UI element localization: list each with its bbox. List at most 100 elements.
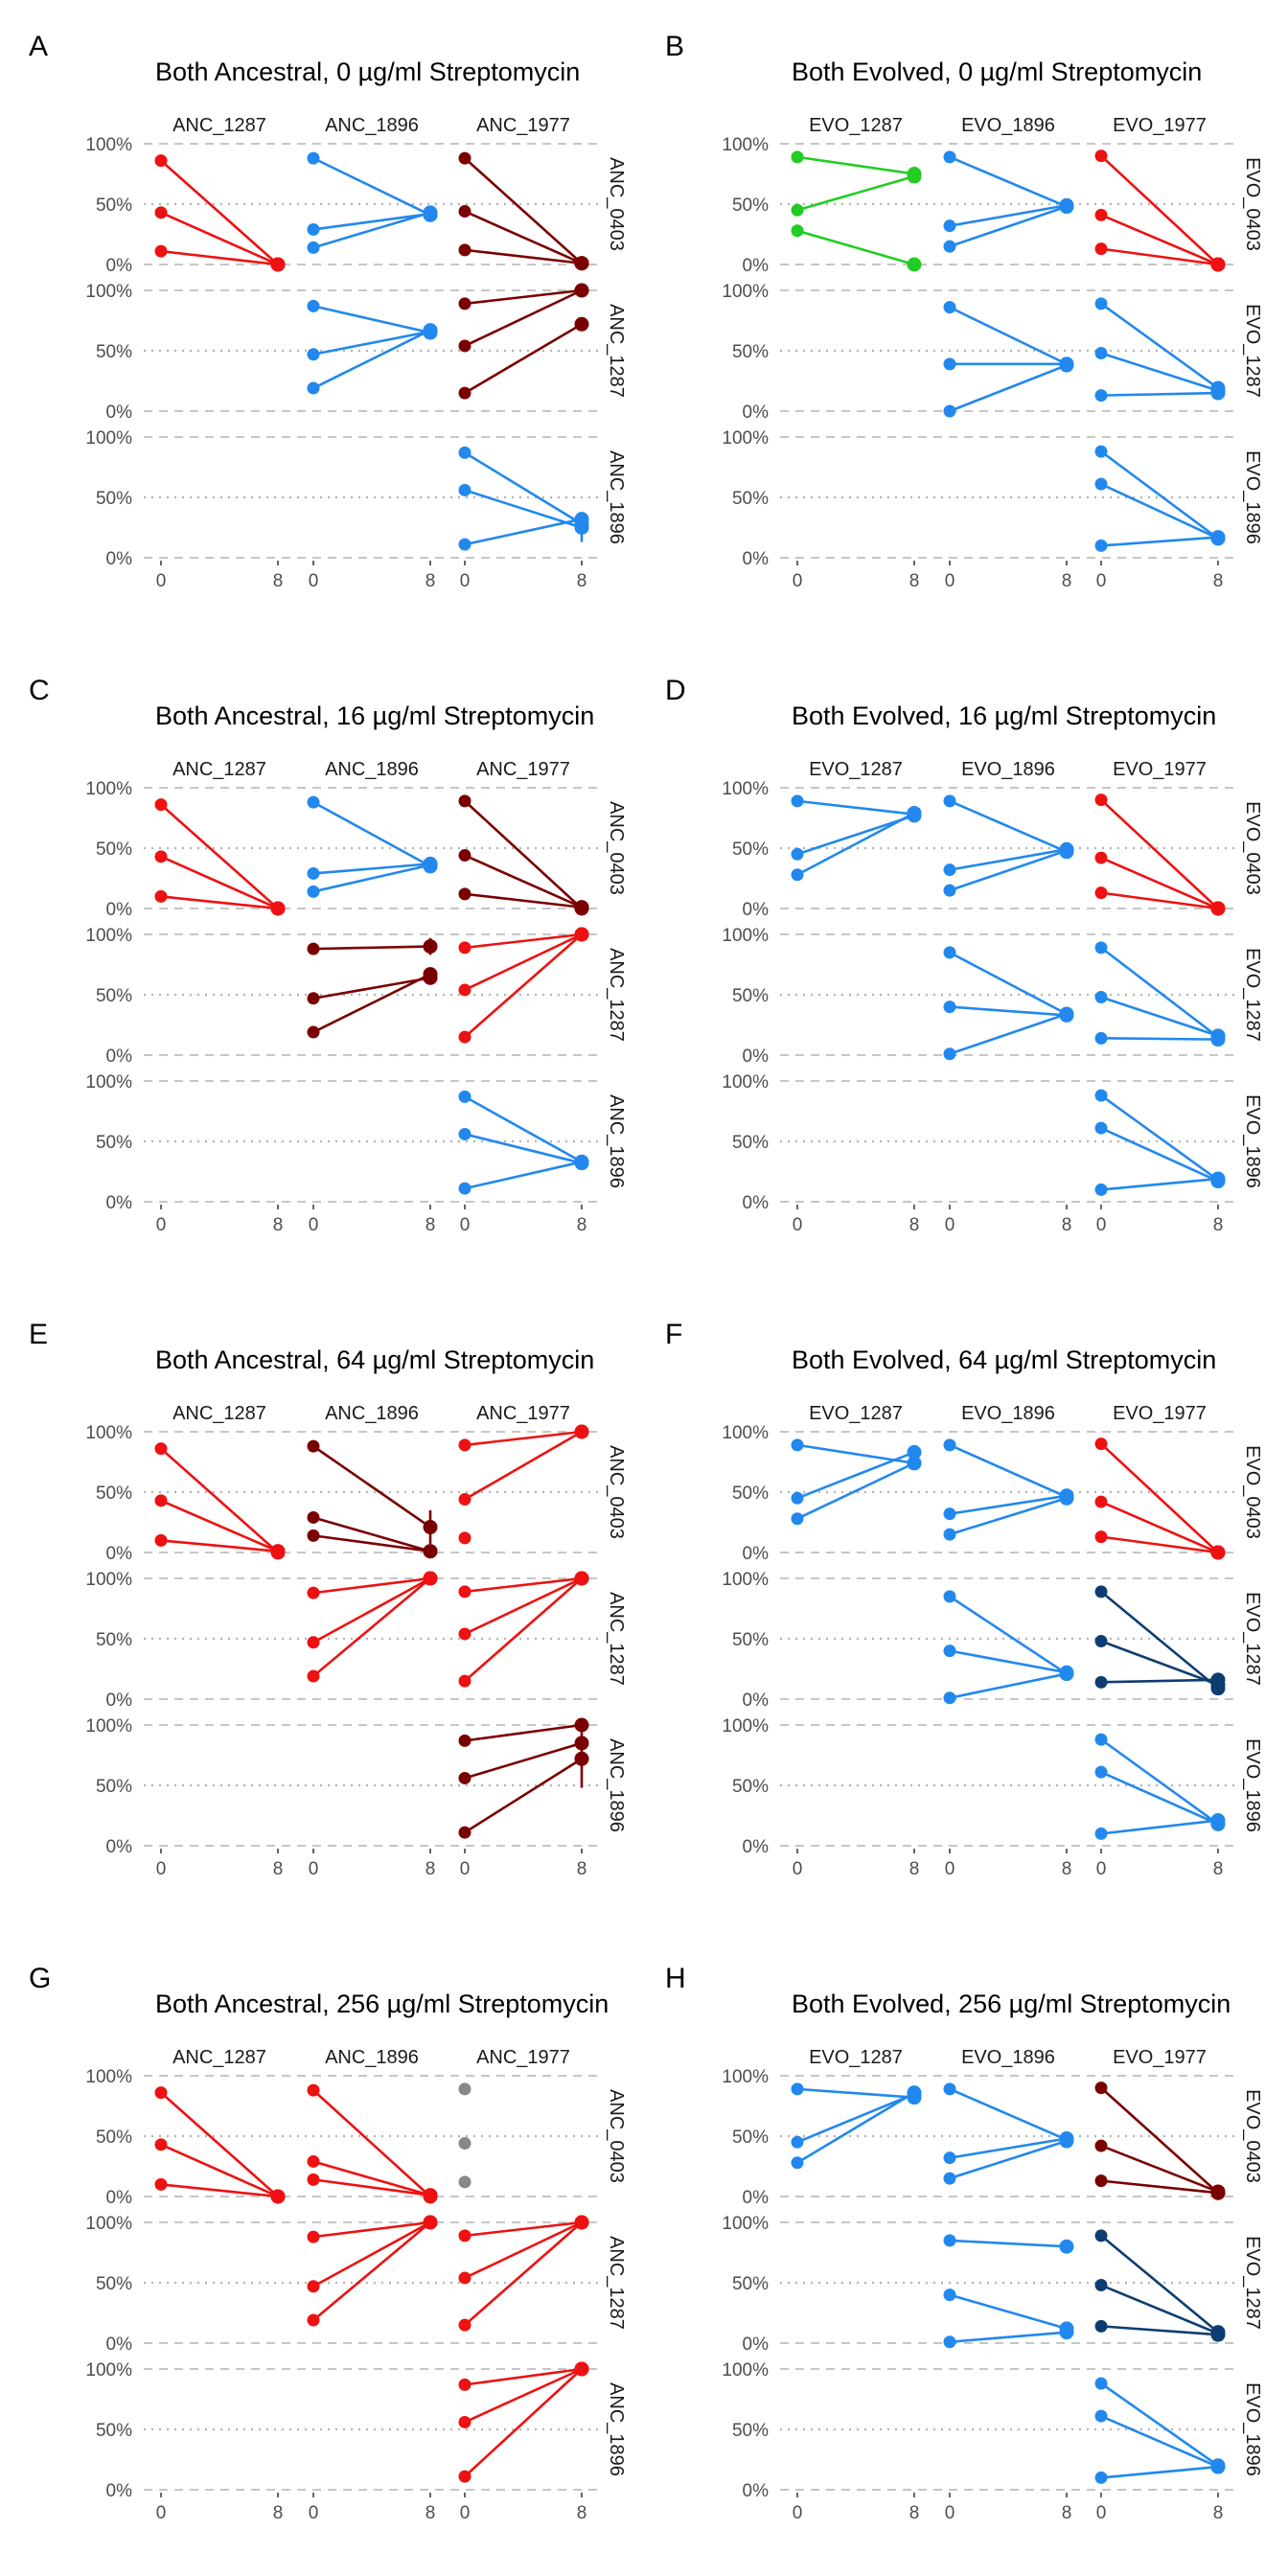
x-tick-label: 8 <box>426 2503 436 2523</box>
facet-column-label: ANC_1287 <box>172 2047 266 2068</box>
facet-column-label: EVO_1287 <box>809 1403 903 1424</box>
point-end <box>907 805 922 820</box>
facet-row-label: EVO_1287 <box>1242 304 1263 398</box>
y-tick-label: 50% <box>96 2274 132 2294</box>
x-tick-label: 0 <box>156 1859 167 1879</box>
series-line <box>311 211 432 249</box>
point-start <box>943 1590 956 1603</box>
x-tick-label: 0 <box>156 1215 167 1235</box>
point-start <box>1094 2409 1108 2423</box>
point-start <box>307 348 320 361</box>
point-start <box>458 1182 472 1195</box>
series-line <box>311 2220 432 2322</box>
point-start <box>458 1734 472 1747</box>
point-end <box>574 1571 589 1586</box>
facet-column-label: ANC_1896 <box>325 2047 419 2068</box>
series-line <box>463 2367 584 2478</box>
point-start <box>1094 1438 1108 1451</box>
point-end <box>1059 199 1074 215</box>
y-tick-label: 50% <box>96 840 132 860</box>
point-end <box>1059 1667 1074 1682</box>
series-line <box>1099 2284 1220 2335</box>
series-line <box>159 1499 280 1553</box>
x-tick-label: 8 <box>1062 1215 1072 1235</box>
facet-column-label: EVO_1977 <box>1113 1403 1207 1424</box>
series-line <box>795 229 916 266</box>
series-line <box>463 322 584 395</box>
facet-row-label: EVO_0403 <box>1242 1445 1263 1539</box>
point-start <box>943 2288 956 2302</box>
panel-c: C Both Ancestral, 16 µg/ml Streptomycin AN… <box>29 675 627 1235</box>
y-tick-label: 50% <box>96 342 132 362</box>
panel-letter: H <box>665 1963 686 1994</box>
y-tick-label: 50% <box>96 1133 132 1153</box>
point-start <box>1094 2082 1108 2095</box>
facet-row-label: ANC_0403 <box>606 2089 627 2183</box>
series-line <box>159 895 280 910</box>
point-start <box>1094 1585 1108 1598</box>
y-tick-label: 0% <box>106 900 133 920</box>
x-tick-label: 8 <box>909 571 920 591</box>
series-line <box>948 155 1069 208</box>
y-tick-label: 0% <box>106 1046 133 1067</box>
series-line <box>948 2239 1069 2248</box>
series-line <box>1099 1640 1220 1687</box>
series-line <box>795 2087 916 2099</box>
facet-row-label: EVO_0403 <box>1242 801 1263 895</box>
point-start <box>1094 347 1108 360</box>
point-start <box>1094 1635 1108 1648</box>
point-start <box>1094 2229 1108 2242</box>
x-tick-label: 8 <box>426 571 436 591</box>
point-start <box>458 2378 472 2391</box>
series-line <box>463 2367 584 2424</box>
point-start <box>791 1438 804 1452</box>
point-start <box>1094 1530 1108 1544</box>
point-end <box>1059 2325 1074 2340</box>
facet-column-label: EVO_1287 <box>809 759 903 780</box>
point-start <box>307 1025 320 1039</box>
facet-column-label: EVO_1896 <box>961 2047 1055 2068</box>
series-line <box>311 1576 432 1644</box>
x-tick-label: 0 <box>793 1215 803 1235</box>
point-end <box>574 256 589 271</box>
x-tick-label: 8 <box>1213 571 1224 591</box>
point-start <box>1094 991 1108 1004</box>
y-tick-label: 50% <box>732 840 769 860</box>
point-start <box>791 868 804 882</box>
series-line <box>463 156 584 265</box>
x-tick-label: 0 <box>460 2503 471 2523</box>
x-tick-label: 0 <box>309 571 319 591</box>
series-line <box>1099 856 1220 910</box>
y-tick-label: 100% <box>722 135 769 155</box>
series-line <box>948 1012 1069 1056</box>
x-tick-label: 0 <box>156 571 167 591</box>
series-line <box>948 847 1069 871</box>
series-line <box>463 1757 584 1834</box>
y-tick-label: 100% <box>85 428 132 448</box>
point-start <box>1094 2139 1108 2152</box>
series-line <box>311 973 432 1034</box>
y-tick-label: 100% <box>722 779 769 799</box>
x-tick-label: 8 <box>577 2503 587 2523</box>
point-start <box>458 941 472 954</box>
point-start <box>307 1636 320 1649</box>
x-tick-label: 0 <box>460 1215 471 1235</box>
point-start <box>1094 1183 1108 1196</box>
y-tick-label: 0% <box>743 1690 770 1711</box>
series-line <box>1099 946 1220 1039</box>
panel-letter: E <box>29 1319 48 1350</box>
point-end <box>1210 257 1226 272</box>
point-end <box>1210 1032 1226 1047</box>
point-start <box>307 2230 320 2243</box>
point-end <box>423 205 438 220</box>
point-start <box>791 224 804 238</box>
point-start <box>791 150 804 164</box>
series-line <box>948 1497 1069 1536</box>
point-start <box>458 2082 472 2096</box>
series-line <box>1099 1442 1220 1554</box>
series-line <box>795 2091 916 2165</box>
series-line <box>1099 1678 1220 1684</box>
series-line <box>1099 449 1220 540</box>
x-tick-label: 8 <box>426 1859 436 1879</box>
